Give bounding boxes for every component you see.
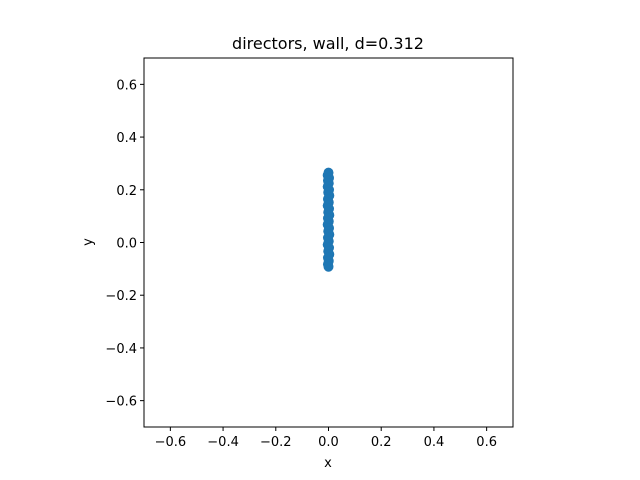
x-tick-label: −0.2	[260, 435, 292, 450]
y-tick-label: −0.2	[105, 289, 137, 304]
x-tick-label: 0.2	[371, 435, 392, 450]
y-axis-label: y	[81, 238, 96, 246]
plot-area	[143, 57, 514, 428]
y-tick-label: 0.2	[116, 184, 137, 199]
y-tick-label: 0.0	[116, 237, 137, 252]
x-tick-label: 0.0	[318, 435, 339, 450]
y-tick-label: 0.4	[116, 131, 137, 146]
x-tick-label: 0.6	[476, 435, 497, 450]
y-tick-label: −0.4	[105, 342, 137, 357]
x-axis-label: x	[324, 456, 332, 471]
data-points	[322, 167, 335, 272]
y-tick-label: 0.6	[116, 78, 137, 93]
x-tick-label: −0.6	[155, 435, 187, 450]
data-point	[323, 261, 334, 272]
x-axis: −0.6 −0.4 −0.2 0.0 0.2 0.4 0.6	[155, 427, 497, 450]
y-axis: −0.6 −0.4 −0.2 0.0 0.2 0.4 0.6	[105, 78, 144, 410]
x-tick-label: 0.4	[424, 435, 445, 450]
chart-title: directors, wall, d=0.312	[232, 34, 424, 53]
y-tick-label: −0.6	[105, 395, 137, 410]
x-tick-label: −0.4	[207, 435, 239, 450]
